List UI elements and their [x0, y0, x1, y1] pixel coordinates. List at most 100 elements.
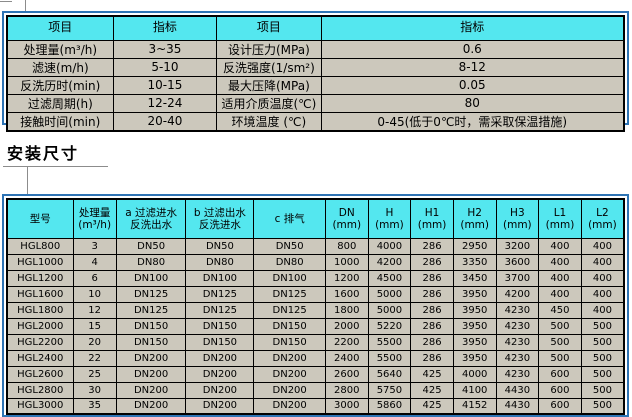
table-cell: 接触时间(min) [6, 111, 114, 131]
table-row: HGL2600 25 DN200 DN200 DN200 2600 5640 425 4000 4… [6, 365, 625, 383]
table-cell: 12-24 [112, 93, 218, 113]
table-cell: 4200 [495, 285, 540, 303]
column-header: a 过滤进水 反洗出水 [115, 198, 187, 239]
table-cell: 1200 [324, 269, 369, 287]
table-cell: 1600 [324, 285, 369, 303]
table-cell: 425 [410, 365, 454, 383]
table-cell: 反洗强度(1/sm²) [216, 57, 322, 77]
table-cell: 设计压力(MPa) [216, 39, 322, 59]
table-cell: 286 [410, 237, 454, 255]
column-header: c 排气 [253, 198, 326, 239]
spec-table: 项目 指标 项目 指标 处理量(m³/h) 3~35 设计压力(MPa) 0.6 滤速(m/h… [6, 15, 625, 132]
table-cell: 4230 [495, 349, 540, 367]
table-cell: 5-10 [112, 57, 218, 77]
table-cell: 400 [580, 253, 625, 271]
table-cell: 滤速(m/h) [6, 57, 114, 77]
column-header: H2 (mm) [452, 198, 497, 239]
heading-underline [3, 166, 108, 167]
table-row: HGL800 3 DN50 DN50 DN50 800 4000 286 2950 3200 400… [6, 237, 625, 255]
table-row: HGL2400 22 DN200 DN200 DN200 2400 5500 286 3950 4… [6, 349, 625, 367]
table-cell: DN200 [253, 365, 326, 383]
table-cell: DN80 [253, 253, 326, 271]
table-cell: 4 [72, 253, 117, 271]
table-cell: DN150 [185, 333, 255, 351]
table-cell: 5500 [367, 349, 412, 367]
table-cell: 处理量(m³/h) [6, 39, 114, 59]
table-row: 滤速(m/h) 5-10 反洗强度(1/sm²) 8-12 [6, 57, 625, 77]
table-cell: 12 [72, 301, 117, 319]
header-row: 型号 处理量 (m³/h) a 过滤进水 反洗出水 b 过滤出水 反洗进水 c 排气 DN… [6, 198, 625, 239]
table-row: HGL1200 6 DN100 DN100 DN100 1200 4500 286 3450 37… [6, 269, 625, 287]
table-cell: 3950 [452, 349, 497, 367]
table-cell: HGL1200 [6, 269, 74, 287]
table-row: HGL1800 12 DN125 DN125 DN125 1800 5000 286 3950 4… [6, 301, 625, 319]
table-row: 过滤周期(h) 12-24 适用介质温度(℃) 80 [6, 93, 625, 113]
table-cell: DN150 [115, 317, 187, 335]
column-header: L1 (mm) [538, 198, 582, 239]
table-cell: DN200 [115, 397, 187, 415]
table-cell: 5860 [367, 397, 412, 415]
table-cell: 286 [410, 285, 454, 303]
table-cell: 过滤周期(h) [6, 93, 114, 113]
column-header: DN (mm) [324, 198, 369, 239]
table-row: 接触时间(min) 20-40 环境温度 (℃) 0-45(低于0℃时，需采取保温措施… [6, 111, 625, 131]
table-cell: 4430 [495, 397, 540, 415]
table-cell: 4200 [367, 253, 412, 271]
table-cell: 400 [538, 285, 582, 303]
table-cell: 30 [72, 381, 117, 399]
table-cell: 3950 [452, 333, 497, 351]
table-cell: 3950 [452, 301, 497, 319]
table-cell: DN200 [185, 365, 255, 383]
table-cell: HGL1800 [6, 301, 74, 319]
table-cell: DN125 [115, 301, 187, 319]
table-cell: 10 [72, 285, 117, 303]
table-cell: 286 [410, 333, 454, 351]
table-cell: DN200 [185, 381, 255, 399]
table-cell: 1000 [324, 253, 369, 271]
table-cell: 5000 [367, 301, 412, 319]
table-cell: DN80 [115, 253, 187, 271]
column-header: 指标 [112, 15, 218, 41]
table-row: HGL1600 10 DN125 DN125 DN125 1600 5000 286 3950 4… [6, 285, 625, 303]
table-cell: 最大压降(MPa) [216, 75, 322, 95]
column-header: 项目 [216, 15, 322, 41]
table-cell: 500 [580, 317, 625, 335]
table-cell: 2400 [324, 349, 369, 367]
column-header: H1 (mm) [410, 198, 454, 239]
column-header: 型号 [6, 198, 74, 239]
table-cell: DN100 [253, 269, 326, 287]
table-cell: 3700 [495, 269, 540, 287]
table-cell: DN200 [185, 349, 255, 367]
table-row: HGL3000 35 DN200 DN200 DN200 3000 5860 425 4152 4… [6, 397, 625, 415]
heading-callout-vertical-line [27, 166, 28, 194]
table-cell: DN150 [115, 333, 187, 351]
table-cell: 3950 [452, 317, 497, 335]
table-row: 处理量(m³/h) 3~35 设计压力(MPa) 0.6 [6, 39, 625, 59]
table-cell: DN80 [185, 253, 255, 271]
table-cell: 4230 [495, 317, 540, 335]
table-cell: DN200 [253, 349, 326, 367]
table-row: HGL2800 30 DN200 DN200 DN200 2800 5750 425 4100 4… [6, 381, 625, 399]
table-cell: 20-40 [112, 111, 218, 131]
table-cell: 600 [538, 365, 582, 383]
table-cell: HGL2800 [6, 381, 74, 399]
table-cell: DN50 [115, 237, 187, 255]
table-cell: HGL1600 [6, 285, 74, 303]
table-cell: DN200 [185, 397, 255, 415]
table-cell: 1800 [324, 301, 369, 319]
table-cell: HGL2600 [6, 365, 74, 383]
table-cell: DN125 [253, 285, 326, 303]
dimension-table-body: HGL800 3 DN50 DN50 DN50 800 4000 286 2950 3200 400… [6, 237, 625, 415]
table-cell: HGL800 [6, 237, 74, 255]
table-cell: 20 [72, 333, 117, 351]
table-cell: DN50 [253, 237, 326, 255]
table-cell: 600 [538, 397, 582, 415]
table-cell: 4000 [452, 365, 497, 383]
table-cell: 2000 [324, 317, 369, 335]
table-cell: 425 [410, 381, 454, 399]
table-cell: HGL2000 [6, 317, 74, 335]
table-cell: 3200 [495, 237, 540, 255]
table-cell: 4230 [495, 365, 540, 383]
column-header: 指标 [320, 15, 625, 41]
table-cell: 800 [324, 237, 369, 255]
